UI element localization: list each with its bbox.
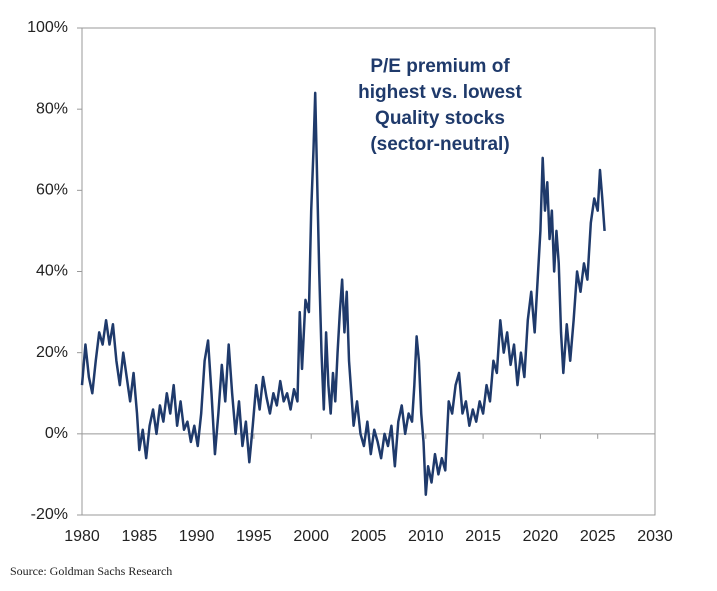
x-tick-label: 2005: [351, 528, 387, 545]
chart-title: P/E premium of: [370, 56, 510, 77]
x-tick-label: 2015: [465, 528, 501, 545]
x-tick-label: 1985: [122, 528, 158, 545]
y-tick-label: 60%: [36, 182, 68, 199]
chart-title: Quality stocks: [375, 108, 505, 129]
y-tick-label: 20%: [36, 344, 68, 361]
y-tick-label: 40%: [36, 263, 68, 280]
y-tick-label: 100%: [27, 19, 68, 36]
x-tick-label: 2000: [293, 528, 329, 545]
x-tick-label: 2025: [580, 528, 616, 545]
y-tick-label: 0%: [45, 425, 68, 442]
y-tick-label: -20%: [31, 506, 68, 523]
chart-title: (sector-neutral): [370, 134, 509, 155]
source-note: Source: Goldman Sachs Research: [10, 564, 172, 578]
y-tick-label: 80%: [36, 100, 68, 117]
x-tick-label: 1980: [64, 528, 100, 545]
data-line: [80, 91, 606, 496]
x-tick-label: 1995: [236, 528, 272, 545]
x-tick-label: 1990: [179, 528, 215, 545]
x-tick-label: 2020: [523, 528, 559, 545]
x-tick-label: 2010: [408, 528, 444, 545]
chart-title: highest vs. lowest: [358, 82, 522, 103]
x-tick-label: 2030: [637, 528, 673, 545]
